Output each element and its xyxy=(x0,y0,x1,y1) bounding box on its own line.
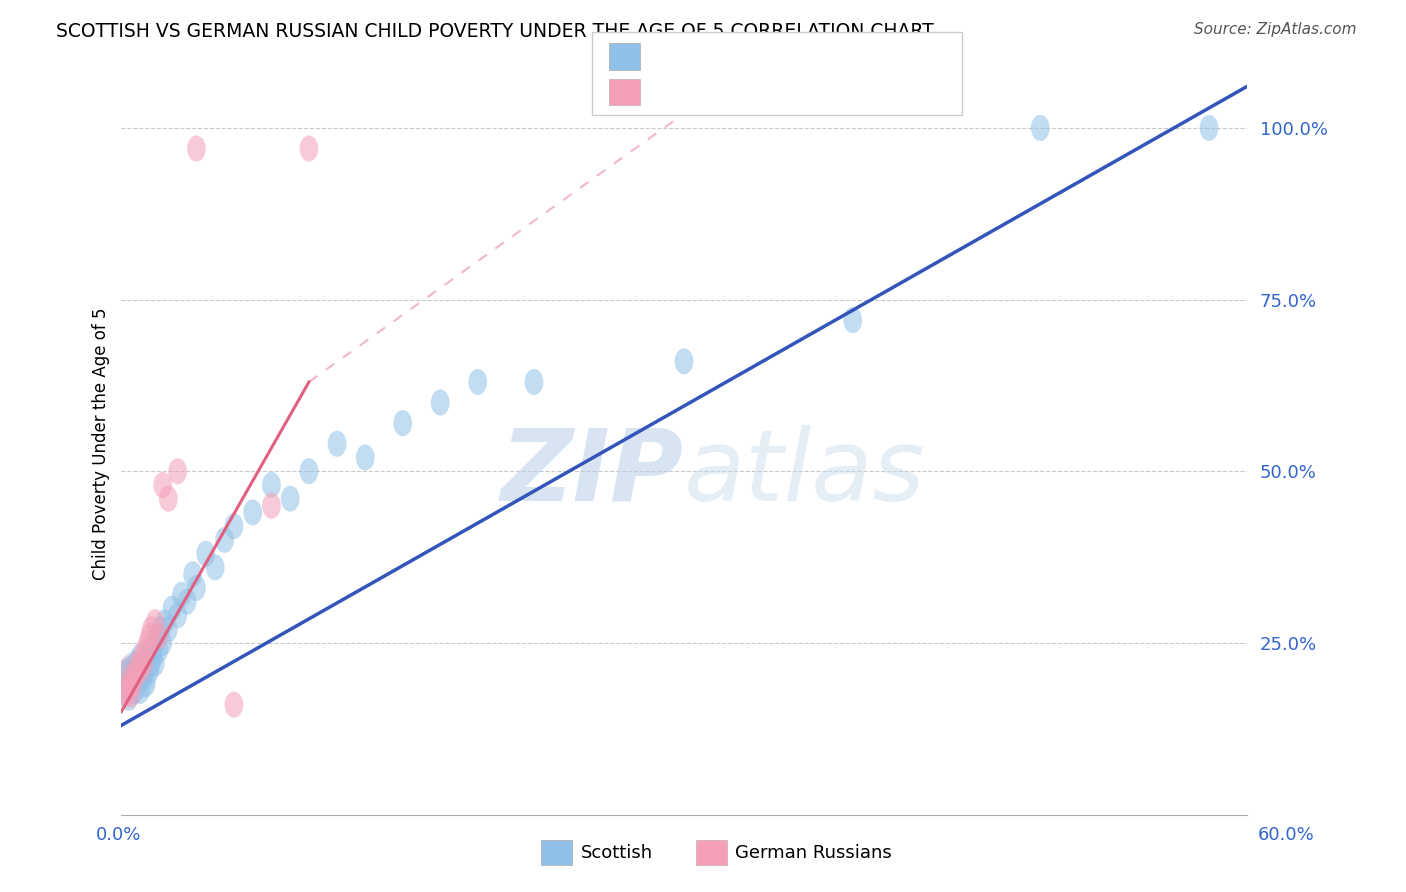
Ellipse shape xyxy=(153,630,172,656)
Ellipse shape xyxy=(183,561,202,587)
Ellipse shape xyxy=(159,616,177,642)
Ellipse shape xyxy=(524,369,543,395)
Ellipse shape xyxy=(135,650,153,676)
Ellipse shape xyxy=(155,609,174,635)
Ellipse shape xyxy=(120,649,153,691)
Text: 0.0%: 0.0% xyxy=(96,826,141,844)
Ellipse shape xyxy=(1199,115,1219,141)
Ellipse shape xyxy=(141,637,159,663)
Ellipse shape xyxy=(125,678,143,704)
Ellipse shape xyxy=(149,623,169,649)
Ellipse shape xyxy=(356,444,374,471)
Ellipse shape xyxy=(132,644,152,670)
Ellipse shape xyxy=(125,665,143,690)
Ellipse shape xyxy=(243,500,262,525)
Ellipse shape xyxy=(125,665,143,690)
Ellipse shape xyxy=(129,650,148,676)
Text: Scottish: Scottish xyxy=(581,844,652,862)
Ellipse shape xyxy=(131,678,149,704)
Ellipse shape xyxy=(675,348,693,375)
Ellipse shape xyxy=(135,665,153,690)
Ellipse shape xyxy=(143,644,163,670)
Ellipse shape xyxy=(142,650,160,676)
Ellipse shape xyxy=(131,657,149,683)
Ellipse shape xyxy=(187,136,205,161)
Ellipse shape xyxy=(138,644,157,670)
Ellipse shape xyxy=(118,653,152,694)
Ellipse shape xyxy=(169,602,187,629)
Ellipse shape xyxy=(118,678,136,704)
Text: German Russians: German Russians xyxy=(735,844,891,862)
Ellipse shape xyxy=(121,681,141,707)
Text: R = 0.667    N = 25: R = 0.667 N = 25 xyxy=(648,81,852,101)
Ellipse shape xyxy=(138,630,157,656)
Ellipse shape xyxy=(131,644,149,670)
Ellipse shape xyxy=(148,623,166,649)
Ellipse shape xyxy=(163,596,181,622)
Text: R = 0.769    N = 54: R = 0.769 N = 54 xyxy=(648,47,852,67)
Ellipse shape xyxy=(169,458,187,484)
Ellipse shape xyxy=(153,472,172,498)
Ellipse shape xyxy=(299,136,318,161)
Ellipse shape xyxy=(141,657,159,683)
Ellipse shape xyxy=(146,609,165,635)
Ellipse shape xyxy=(110,660,143,701)
Ellipse shape xyxy=(120,671,138,698)
Ellipse shape xyxy=(136,671,155,698)
Ellipse shape xyxy=(121,665,141,690)
Ellipse shape xyxy=(146,650,165,676)
Ellipse shape xyxy=(118,671,136,698)
Ellipse shape xyxy=(120,685,138,711)
Ellipse shape xyxy=(124,671,142,698)
Ellipse shape xyxy=(159,485,177,512)
Ellipse shape xyxy=(114,657,148,698)
Ellipse shape xyxy=(1031,115,1050,141)
Text: SCOTTISH VS GERMAN RUSSIAN CHILD POVERTY UNDER THE AGE OF 5 CORRELATION CHART: SCOTTISH VS GERMAN RUSSIAN CHILD POVERTY… xyxy=(56,22,934,41)
Ellipse shape xyxy=(141,623,159,649)
Ellipse shape xyxy=(262,492,281,518)
Ellipse shape xyxy=(127,650,146,676)
Ellipse shape xyxy=(129,665,148,690)
Ellipse shape xyxy=(132,657,152,683)
Ellipse shape xyxy=(844,307,862,334)
Ellipse shape xyxy=(152,616,170,642)
Y-axis label: Child Poverty Under the Age of 5: Child Poverty Under the Age of 5 xyxy=(93,308,110,580)
Ellipse shape xyxy=(281,485,299,512)
Text: Source: ZipAtlas.com: Source: ZipAtlas.com xyxy=(1194,22,1357,37)
Ellipse shape xyxy=(146,630,165,656)
Ellipse shape xyxy=(127,657,146,683)
Ellipse shape xyxy=(215,527,233,553)
Ellipse shape xyxy=(205,554,225,581)
Ellipse shape xyxy=(121,665,141,690)
Ellipse shape xyxy=(121,657,141,683)
Ellipse shape xyxy=(115,681,135,707)
Ellipse shape xyxy=(225,691,243,718)
Ellipse shape xyxy=(328,431,346,457)
Text: 60.0%: 60.0% xyxy=(1258,826,1315,844)
Ellipse shape xyxy=(127,657,146,683)
Text: atlas: atlas xyxy=(683,425,925,522)
Ellipse shape xyxy=(110,660,143,701)
Ellipse shape xyxy=(136,637,155,663)
Ellipse shape xyxy=(197,541,215,566)
Ellipse shape xyxy=(124,657,157,698)
Ellipse shape xyxy=(468,369,486,395)
Ellipse shape xyxy=(262,472,281,498)
Ellipse shape xyxy=(118,653,152,694)
Ellipse shape xyxy=(124,671,142,698)
Ellipse shape xyxy=(187,575,205,601)
Ellipse shape xyxy=(172,582,191,607)
Ellipse shape xyxy=(142,616,160,642)
Ellipse shape xyxy=(135,650,153,676)
Ellipse shape xyxy=(225,513,243,540)
Ellipse shape xyxy=(177,589,197,615)
Ellipse shape xyxy=(115,678,135,704)
Ellipse shape xyxy=(114,657,148,698)
Ellipse shape xyxy=(149,637,169,663)
Ellipse shape xyxy=(394,410,412,436)
Ellipse shape xyxy=(299,458,318,484)
Text: ZIP: ZIP xyxy=(501,425,683,522)
Ellipse shape xyxy=(430,390,450,416)
